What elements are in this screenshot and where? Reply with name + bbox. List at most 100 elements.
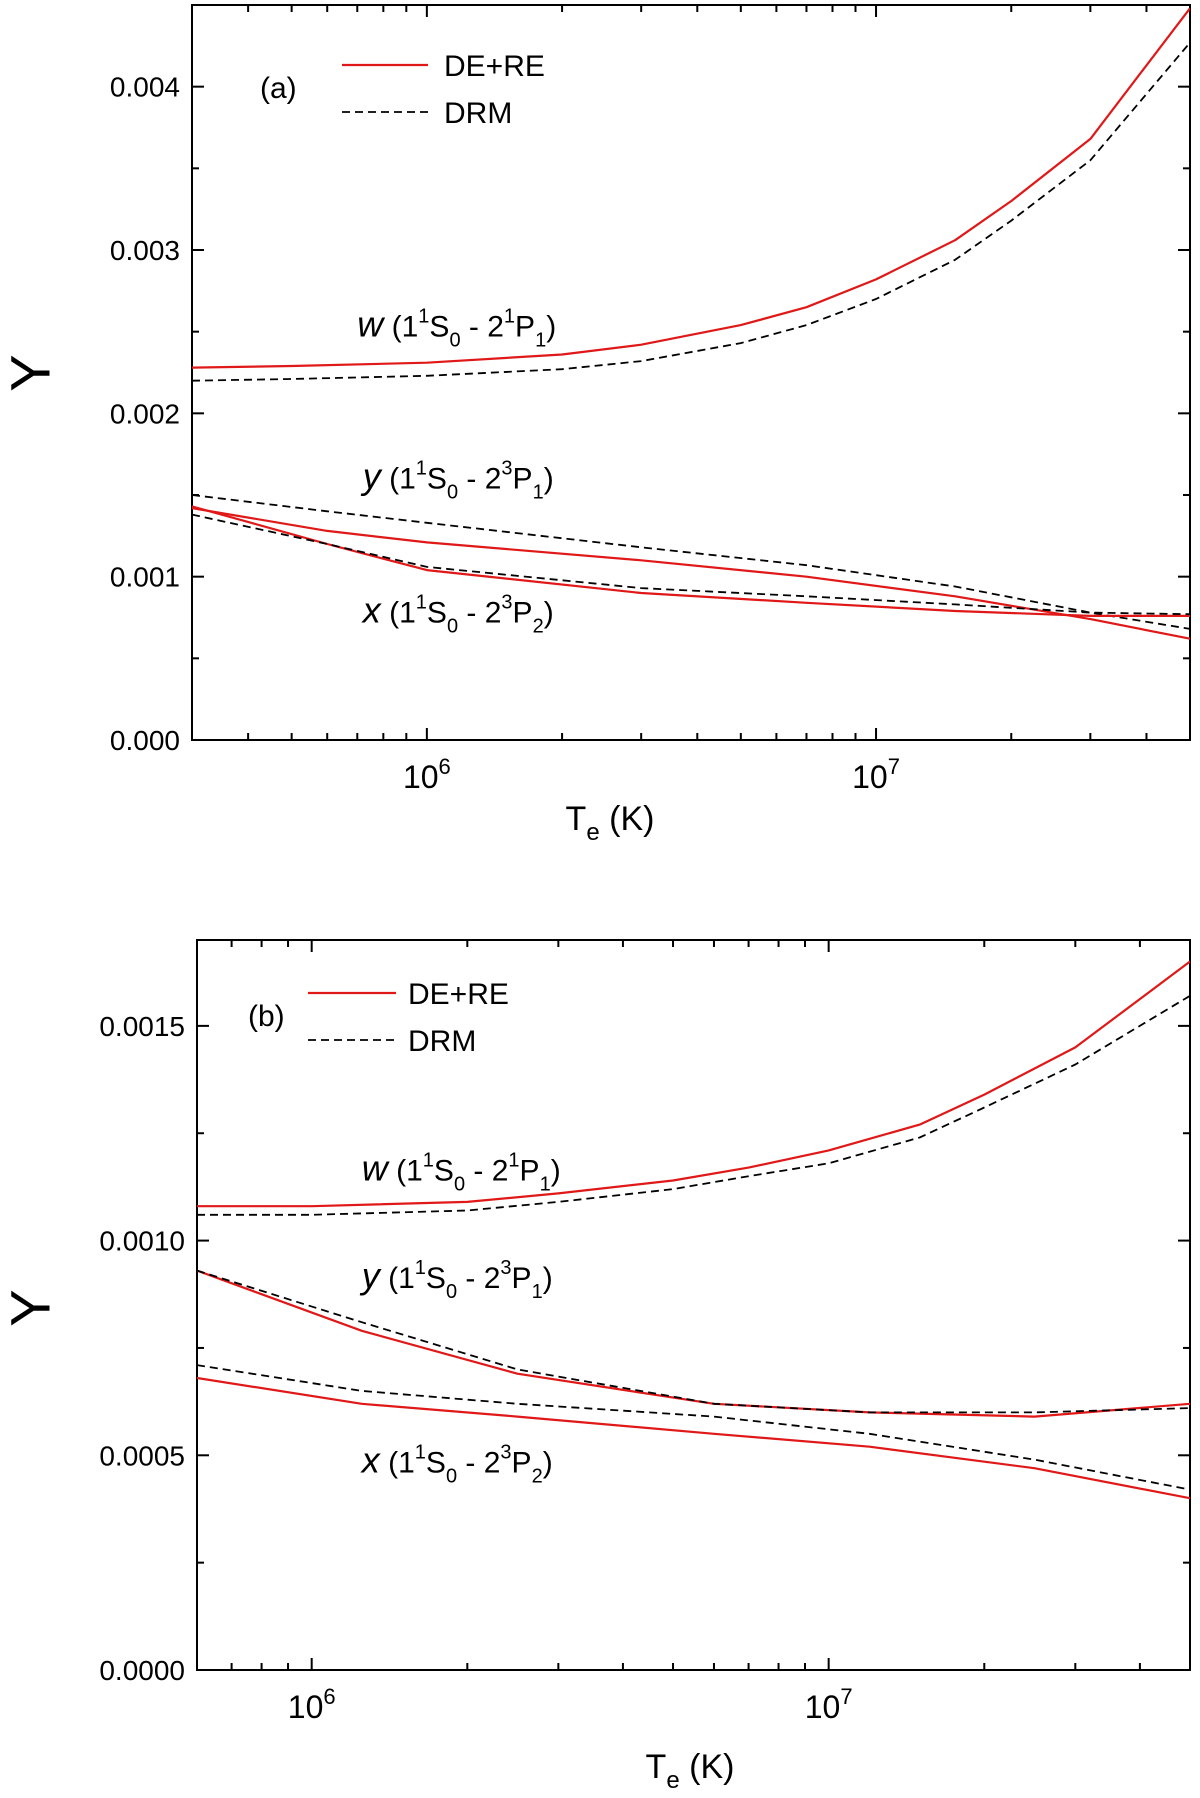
transition-term: P [512, 1446, 532, 1479]
transition-open: (1 [383, 311, 418, 344]
y-tick-label: 0.0005 [99, 1440, 185, 1471]
y-axis-label: Υ [0, 354, 62, 391]
transition-open: (1 [388, 1154, 423, 1187]
transition-term: S [427, 462, 447, 495]
legend-label: DE+RE [408, 978, 509, 1011]
transition-label: x (11S0 - 23P2) [360, 1439, 553, 1487]
transition-close: ) [543, 1446, 553, 1479]
transition-sub: 2 [533, 615, 544, 637]
transition-sup: 3 [501, 591, 512, 613]
transition-sub: 1 [540, 1173, 551, 1195]
y-tick-label: 0.000 [110, 725, 180, 756]
transition-sup: 1 [416, 457, 427, 479]
x-tick-base: 10 [288, 1689, 324, 1725]
transition-label: w (11S0 - 21P1) [357, 304, 556, 352]
panel-label: (b) [248, 1000, 285, 1033]
legend-label: DRM [444, 97, 512, 130]
legend-label: DRM [408, 1025, 476, 1058]
transition-term: S [427, 596, 447, 629]
y-tick-label: 0.002 [110, 398, 180, 429]
series-x-drm [197, 1364, 1190, 1491]
y-tick-label: 0.0010 [99, 1226, 185, 1257]
series-w-de-re [192, 7, 1190, 369]
transition-sub: 0 [446, 1281, 457, 1303]
transition-sup: 1 [504, 306, 515, 328]
x-axis-label-main: T [566, 800, 587, 838]
transition-letter: y [359, 1255, 382, 1296]
x-tick-exponent: 7 [888, 754, 900, 779]
transition-term: P [513, 596, 533, 629]
transition-sup: 1 [416, 591, 427, 613]
transition-sup: 3 [500, 1441, 511, 1463]
plot-frame [191, 4, 1191, 741]
transition-letter: x [360, 1439, 382, 1480]
x-tick-base: 10 [805, 1689, 841, 1725]
y-tick-label: 0.001 [110, 562, 180, 593]
x-axis-label-unit: (K) [600, 800, 655, 838]
x-axis-label-unit: (K) [680, 1748, 735, 1786]
transition-term: S [426, 1446, 446, 1479]
transition-label: w (11S0 - 21P1) [362, 1147, 561, 1195]
transition-close: ) [543, 1262, 553, 1295]
transition-term: P [513, 462, 533, 495]
transition-sub: 1 [533, 481, 544, 503]
transition-mid: - 2 [458, 596, 501, 629]
transition-term: S [426, 1262, 446, 1295]
transition-open: (1 [380, 1262, 415, 1295]
transition-open: (1 [381, 462, 416, 495]
series-y-drm [197, 1269, 1190, 1414]
transition-sup: 1 [418, 306, 429, 328]
x-tick-label: 107 [805, 1684, 853, 1725]
x-tick-label: 106 [403, 754, 451, 795]
transition-open: (1 [381, 596, 416, 629]
x-axis-label-sub: e [586, 819, 599, 846]
transition-letter: w [357, 304, 385, 345]
y-tick-label: 0.0015 [99, 1011, 185, 1042]
transition-sub: 0 [454, 1173, 465, 1195]
series-y-drm [192, 494, 1190, 630]
transition-mid: - 2 [458, 462, 501, 495]
panel-label: (a) [260, 72, 297, 105]
series-x-drm [192, 513, 1190, 616]
transition-open: (1 [380, 1446, 415, 1479]
transition-mid: - 2 [461, 311, 504, 344]
transition-sup: 1 [415, 1257, 426, 1279]
transition-term: S [434, 1154, 454, 1187]
transition-label: y (11S0 - 23P1) [360, 455, 554, 503]
transition-close: ) [544, 596, 554, 629]
transition-sup: 1 [415, 1441, 426, 1463]
series-w-drm [197, 995, 1190, 1216]
transition-letter: y [360, 455, 383, 496]
transition-sub: 1 [535, 330, 546, 352]
x-tick-exponent: 7 [840, 1684, 852, 1709]
x-tick-base: 10 [852, 759, 888, 795]
x-axis-label: Te (K) [646, 1748, 735, 1794]
transition-sub: 2 [532, 1465, 543, 1487]
transition-letter: x [361, 589, 383, 630]
transition-close: ) [551, 1154, 561, 1187]
transition-term: S [429, 311, 449, 344]
y-tick-label: 0.0000 [99, 1655, 185, 1686]
transition-mid: - 2 [465, 1154, 508, 1187]
transition-term: P [520, 1154, 540, 1187]
x-axis-label-main: T [646, 1748, 667, 1786]
transition-sub: 0 [449, 330, 460, 352]
transition-sub: 0 [446, 1465, 457, 1487]
transition-sup: 3 [501, 457, 512, 479]
transition-sup: 1 [508, 1149, 519, 1171]
x-tick-label: 107 [852, 754, 900, 795]
transition-mid: - 2 [457, 1262, 500, 1295]
x-tick-exponent: 6 [439, 754, 451, 779]
transition-close: ) [544, 462, 554, 495]
series-w-de-re [197, 960, 1190, 1208]
transition-sup: 3 [500, 1257, 511, 1279]
plot-frame [196, 939, 1191, 1671]
y-tick-label: 0.004 [110, 72, 180, 103]
transition-sub: 0 [447, 481, 458, 503]
transition-sub: 0 [447, 615, 458, 637]
series-x-de-re [197, 1376, 1190, 1500]
transition-mid: - 2 [457, 1446, 500, 1479]
transition-label: y (11S0 - 23P1) [359, 1255, 553, 1303]
